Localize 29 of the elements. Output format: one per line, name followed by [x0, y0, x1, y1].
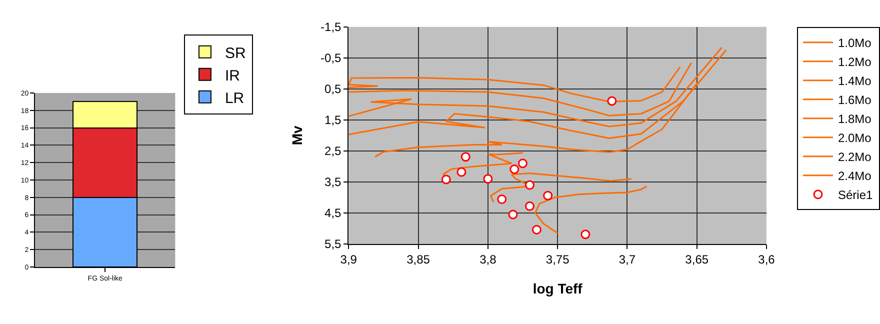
- legend-label: 2.2Mo: [838, 150, 872, 164]
- legend-label: SR: [224, 44, 246, 62]
- legend-label: 2.4Mo: [838, 169, 872, 184]
- x-tick-label: 3,9: [340, 252, 358, 266]
- legend-label: 1.6Mo: [838, 93, 872, 108]
- x-tick-label: 3,6: [758, 252, 776, 266]
- legend-label: IR: [224, 67, 240, 84]
- x-tick-label: 3,75: [546, 252, 570, 266]
- x-axis-title: log Teff: [532, 280, 583, 297]
- legend-label: 1.0Mo: [838, 36, 872, 50]
- legend-label: 1.8Mo: [838, 112, 872, 126]
- y-tick-label: 5,5: [324, 237, 342, 252]
- y-tick-label: -0,5: [320, 51, 342, 66]
- y-tick-label: 3,5: [324, 175, 342, 190]
- y-tick-label: 4,5: [324, 206, 342, 220]
- x-tick-label: 3,85: [406, 252, 430, 266]
- legend-label: 1.2Mo: [838, 55, 872, 70]
- y-axis-title: Mv: [289, 125, 306, 146]
- y-tick-label: 0,5: [324, 82, 342, 96]
- legend-label: LR: [224, 90, 244, 107]
- x-tick-label: 3,7: [618, 252, 636, 266]
- legend-label: 2.0Mo: [838, 131, 872, 146]
- y-tick-label: 2,5: [324, 144, 342, 158]
- legend-label: 1.4Mo: [838, 74, 872, 88]
- y-tick-label: -1,5: [320, 20, 342, 34]
- x-tick-label: 3,65: [685, 252, 709, 266]
- y-tick-label: 1,5: [324, 113, 342, 128]
- legend-label: Série1: [838, 188, 874, 202]
- x-tick-label: 3,8: [480, 252, 497, 266]
